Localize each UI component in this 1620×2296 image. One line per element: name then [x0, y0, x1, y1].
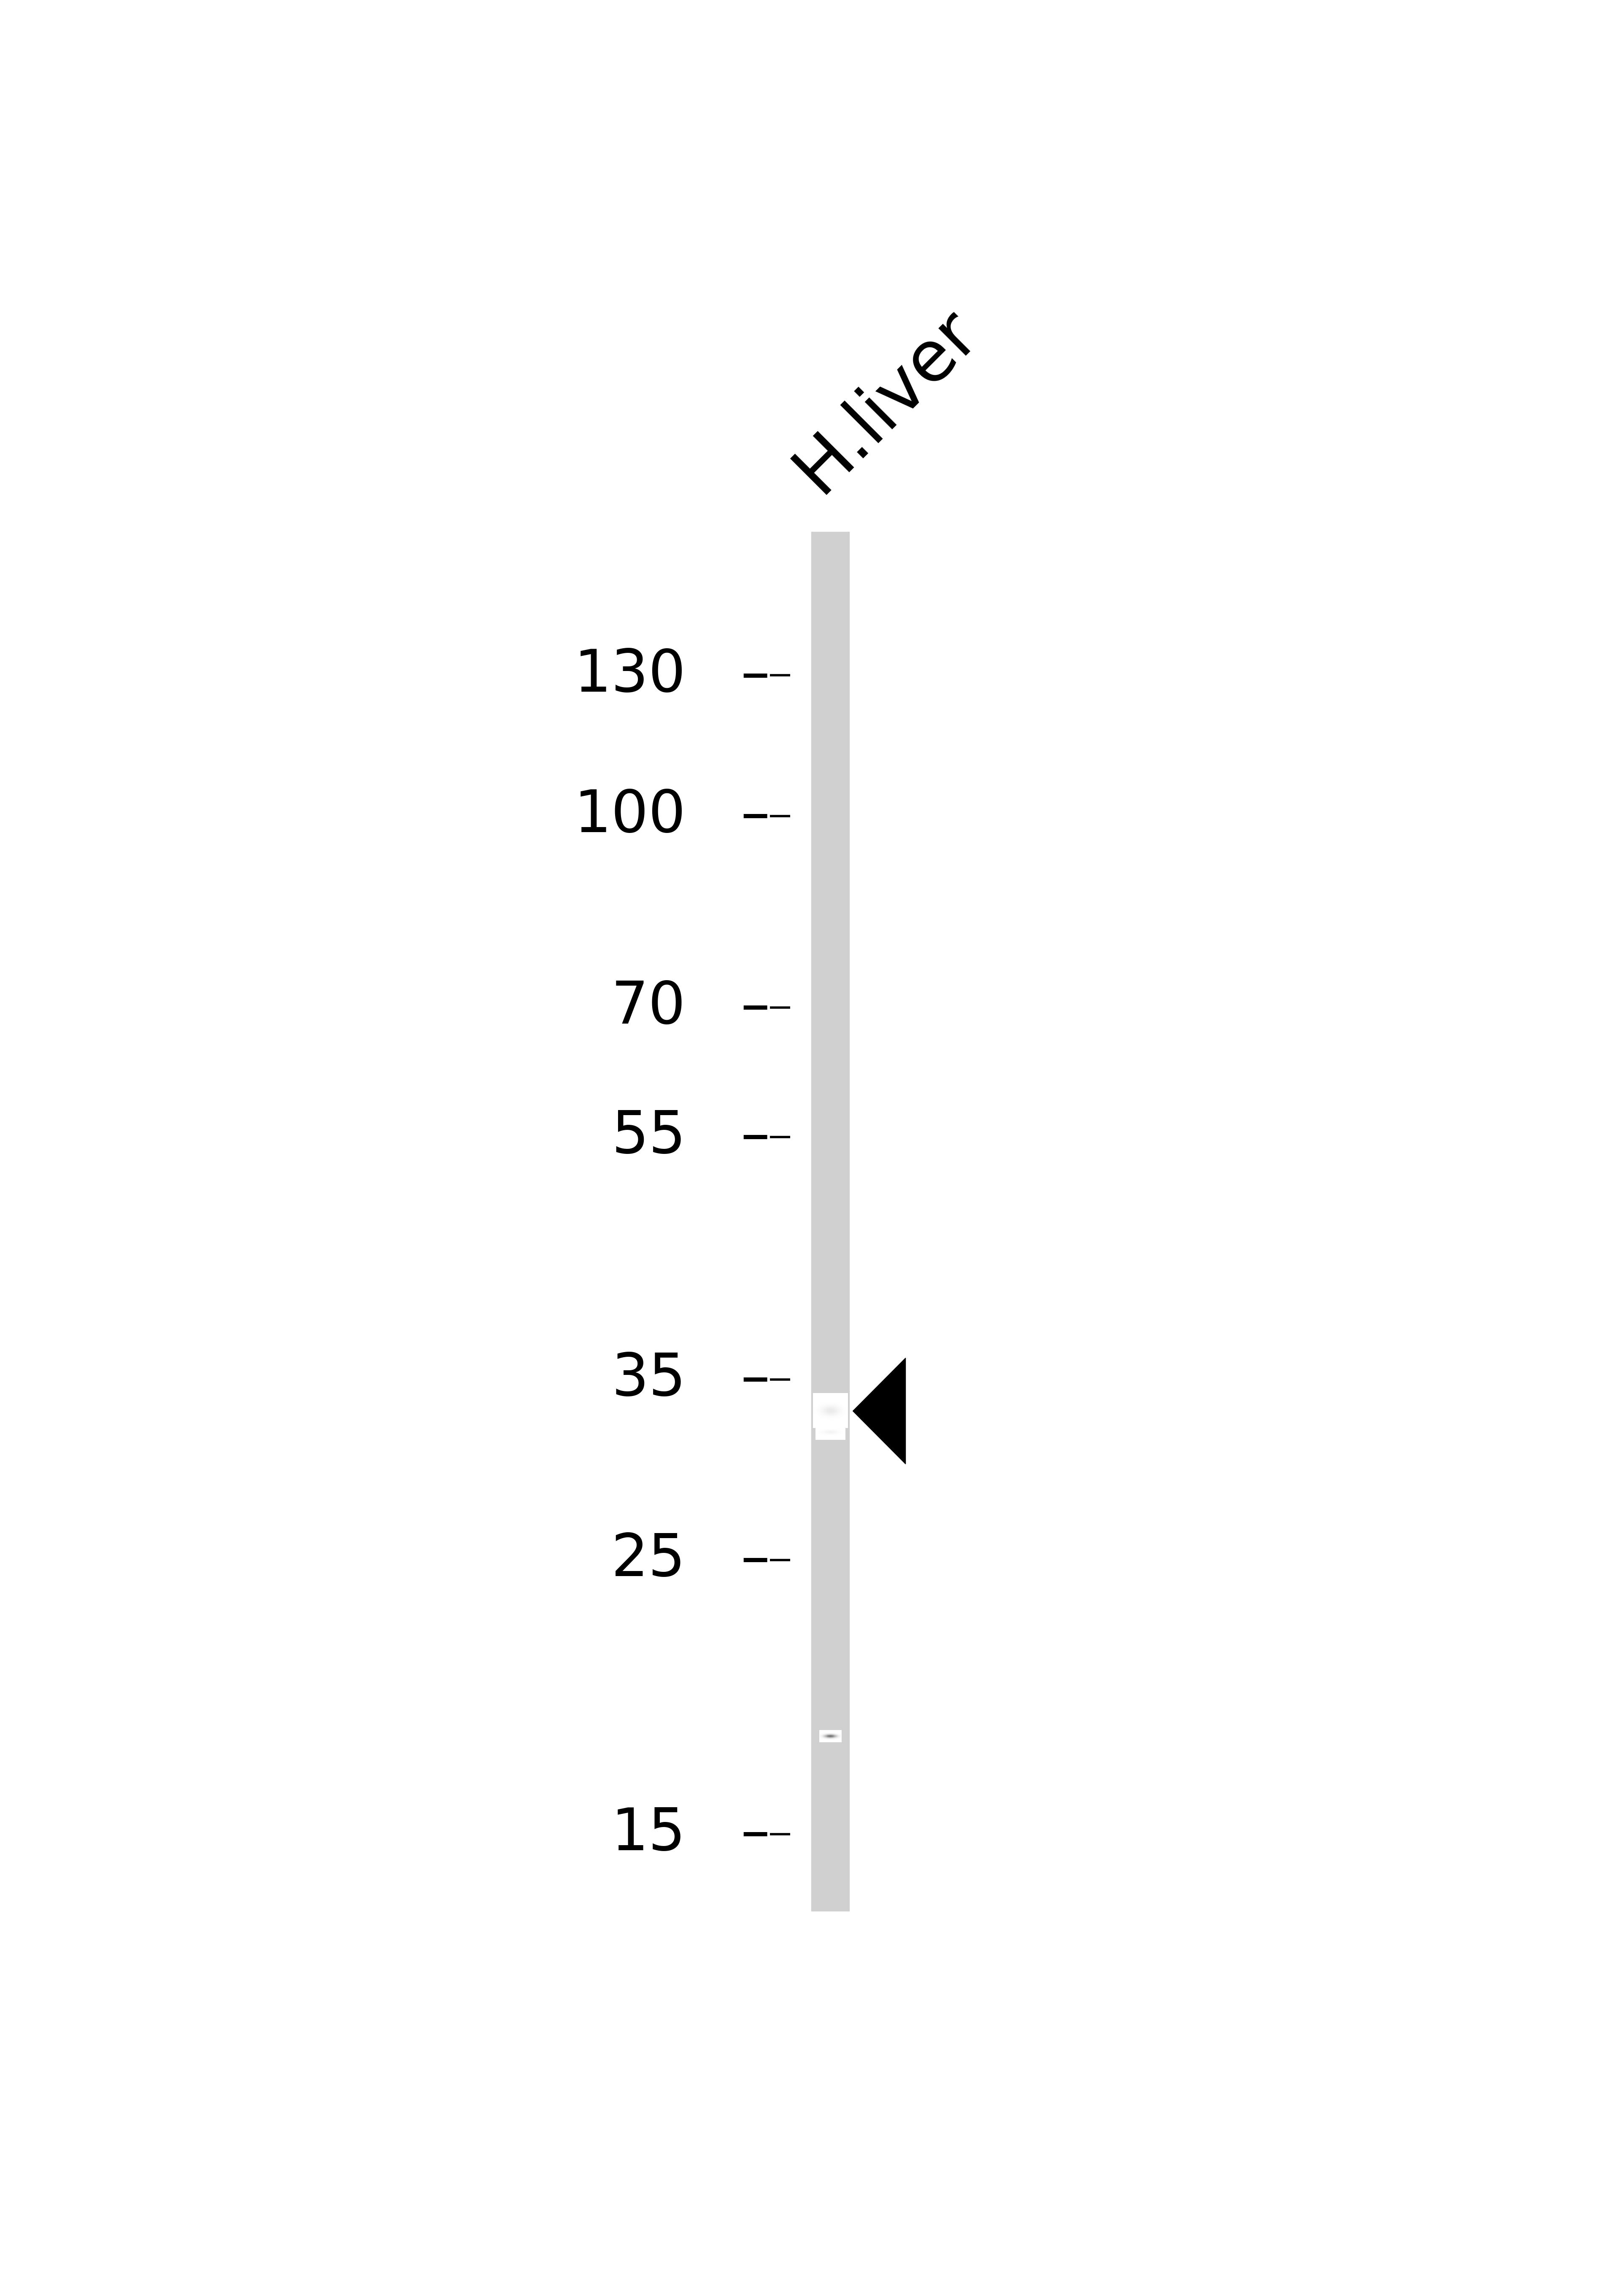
Text: 130: 130 — [573, 647, 685, 705]
Text: H.liver: H.liver — [781, 296, 991, 505]
Text: 15: 15 — [611, 1805, 685, 1862]
Text: –: – — [740, 1805, 770, 1862]
Bar — [812, 533, 849, 1910]
Text: –: – — [740, 788, 770, 845]
Text: 100: 100 — [573, 788, 685, 845]
Text: –: – — [740, 1109, 770, 1166]
Text: 35: 35 — [611, 1350, 685, 1407]
Text: –: – — [740, 647, 770, 705]
Text: –: – — [740, 1350, 770, 1407]
Polygon shape — [852, 1357, 906, 1465]
Text: 25: 25 — [611, 1531, 685, 1589]
Text: 55: 55 — [611, 1109, 685, 1166]
Text: 70: 70 — [611, 978, 685, 1035]
Text: –: – — [740, 1531, 770, 1589]
Text: –: – — [740, 978, 770, 1035]
